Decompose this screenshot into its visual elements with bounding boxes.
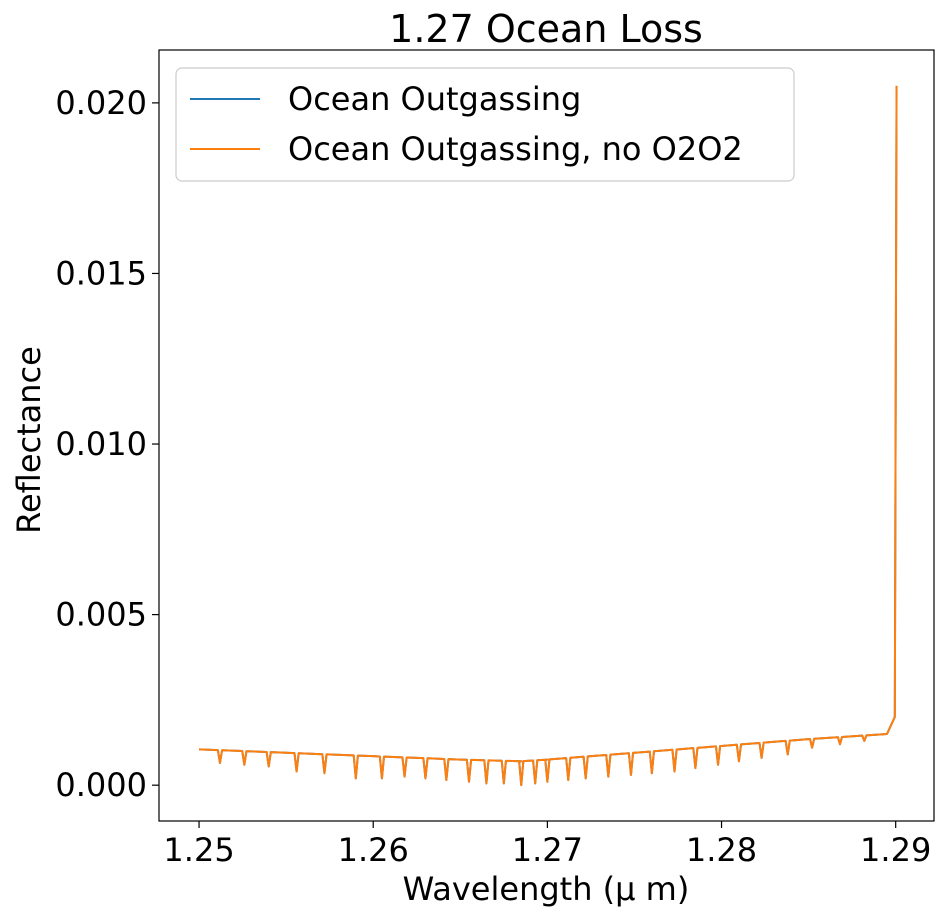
x-tick-label: 1.25 — [163, 831, 234, 869]
plot-frame — [158, 49, 935, 822]
y-tick-label: 0.015 — [55, 254, 147, 292]
series-layer — [199, 85, 898, 787]
y-tick-label: 0.000 — [55, 766, 147, 804]
x-tick-label: 1.26 — [338, 831, 409, 869]
x-axis: 1.25 1.26 1.27 1.28 1.29 — [163, 821, 931, 869]
y-axis-label: Reflectance — [10, 346, 48, 534]
x-tick-label: 1.29 — [860, 831, 931, 869]
plot-area — [158, 49, 935, 822]
y-axis: 0.000 0.005 0.010 0.015 0.020 — [55, 84, 159, 804]
y-tick-label: 0.010 — [55, 425, 147, 463]
legend-label-1: Ocean Outgassing — [288, 80, 581, 118]
x-tick-label: 1.27 — [512, 831, 583, 869]
series-line-2 — [199, 85, 898, 787]
chart-title: 1.27 Ocean Loss — [389, 7, 703, 51]
legend-label-2: Ocean Outgassing, no O2O2 — [288, 130, 743, 168]
legend-frame — [175, 67, 795, 182]
legend: Ocean Outgassing Ocean Outgassing, no O2O… — [175, 67, 795, 182]
x-tick-label: 1.28 — [686, 831, 757, 869]
y-tick-label: 0.005 — [55, 596, 147, 634]
x-axis-label: Wavelength (μ m) — [403, 870, 690, 908]
y-tick-label: 0.020 — [55, 84, 147, 122]
